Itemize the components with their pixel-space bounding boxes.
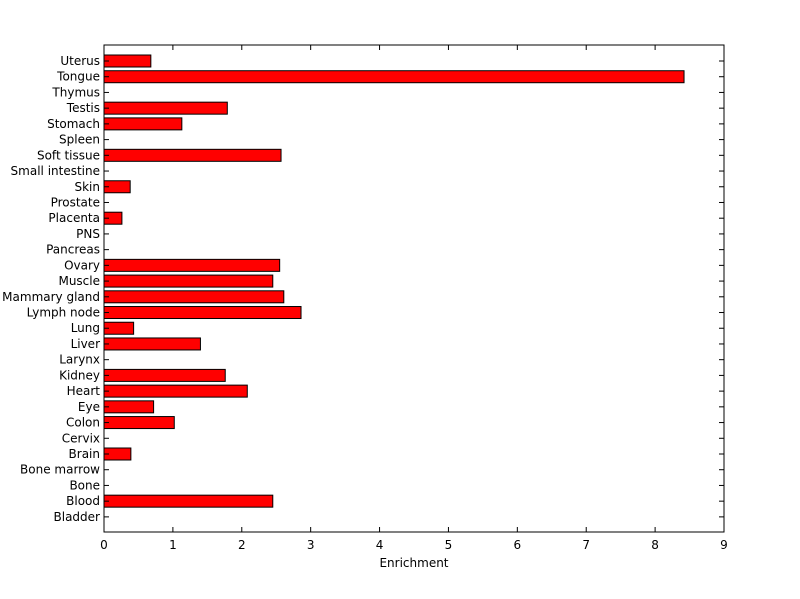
bar-tongue <box>103 70 685 84</box>
y-tick-label-heart: Heart <box>67 384 101 398</box>
bar-ovary <box>103 258 281 272</box>
bar-kidney <box>103 368 226 382</box>
bar-testis <box>103 101 228 115</box>
bar-mammary-gland <box>103 290 285 304</box>
y-tick-label-skin: Skin <box>74 180 100 194</box>
y-tick-label-bone-marrow: Bone marrow <box>20 463 100 477</box>
y-tick-label-mammary-gland: Mammary gland <box>2 290 100 304</box>
y-tick-label-kidney: Kidney <box>59 368 100 382</box>
y-tick-label-small-intestine: Small intestine <box>11 164 100 178</box>
y-tick-label-uterus: Uterus <box>60 54 100 68</box>
y-tick-label-soft-tissue: Soft tissue <box>37 148 100 162</box>
y-tick-label-lymph-node: Lymph node <box>27 306 100 320</box>
x-tick-label-7: 7 <box>582 538 590 552</box>
y-tick-label-bladder: Bladder <box>54 510 101 524</box>
y-tick-label-bone: Bone <box>69 478 100 492</box>
y-tick-label-liver: Liver <box>71 337 101 351</box>
y-tick-label-stomach: Stomach <box>47 117 100 131</box>
x-tick-label-5: 5 <box>445 538 453 552</box>
x-tick-label-0: 0 <box>100 538 108 552</box>
bar-muscle <box>103 274 274 288</box>
y-tick-label-pancreas: Pancreas <box>46 243 100 257</box>
bar-blood <box>103 494 274 508</box>
y-tick-label-lung: Lung <box>71 321 100 335</box>
x-tick-label-6: 6 <box>514 538 522 552</box>
x-tick-label-9: 9 <box>720 538 728 552</box>
bar-soft-tissue <box>103 148 282 162</box>
y-tick-label-placenta: Placenta <box>48 211 100 225</box>
x-tick-label-3: 3 <box>307 538 315 552</box>
x-tick-label-1: 1 <box>169 538 177 552</box>
x-axis-ticks <box>103 45 725 532</box>
y-tick-label-spleen: Spleen <box>59 133 100 147</box>
y-tick-label-testis: Testis <box>66 101 100 115</box>
y-tick-label-tongue: Tongue <box>56 70 100 84</box>
bar-lymph-node <box>103 306 302 320</box>
bar-stomach <box>103 117 183 131</box>
y-tick-label-colon: Colon <box>66 416 100 430</box>
y-tick-label-muscle: Muscle <box>58 274 100 288</box>
bar-colon <box>103 416 175 430</box>
y-tick-label-thymus: Thymus <box>51 85 100 99</box>
y-tick-label-ovary: Ovary <box>64 258 100 272</box>
y-tick-label-brain: Brain <box>69 447 100 461</box>
bar-liver <box>103 337 201 351</box>
y-tick-label-eye: Eye <box>78 400 100 414</box>
plot-area-frame <box>103 44 725 533</box>
y-tick-label-pns: PNS <box>76 227 100 241</box>
y-tick-label-blood: Blood <box>66 494 100 508</box>
y-tick-label-larynx: Larynx <box>59 353 100 367</box>
plot-area-background <box>104 45 724 532</box>
x-tick-label-2: 2 <box>238 538 246 552</box>
x-axis-label: Enrichment <box>379 556 448 570</box>
x-axis-tick-labels: 0 1 2 3 4 5 6 7 8 9 <box>100 538 728 552</box>
y-axis-ticks <box>104 60 724 518</box>
bar-eye <box>103 400 155 414</box>
x-tick-label-4: 4 <box>376 538 384 552</box>
bar-uterus <box>103 54 152 68</box>
x-tick-label-8: 8 <box>651 538 659 552</box>
bar-heart <box>103 384 248 398</box>
y-tick-label-prostate: Prostate <box>51 195 100 209</box>
y-tick-label-cervix: Cervix <box>62 431 100 445</box>
